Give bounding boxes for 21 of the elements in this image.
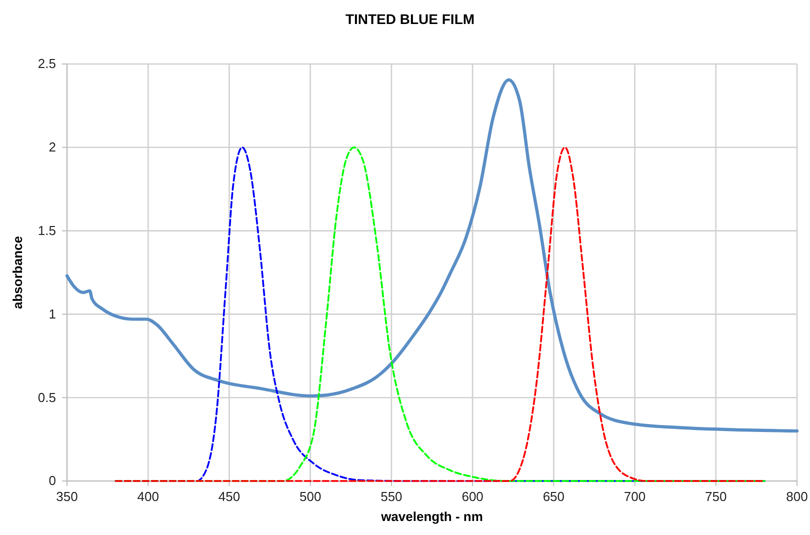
x-tick-label: 700 [624, 489, 646, 504]
y-tick-label: 2 [48, 140, 56, 155]
y-tick-label: 0.5 [38, 390, 56, 405]
line-series [114, 146, 766, 482]
chart-title: TINTED BLUE FILM [345, 11, 475, 27]
x-tick-label: 350 [56, 489, 78, 504]
y-tick-label: 1.5 [38, 222, 56, 238]
x-tick-label: 500 [299, 489, 322, 504]
x-tick-label: 750 [705, 489, 727, 504]
y-tick-label: 1 [48, 306, 56, 322]
y-tick-label: 0 [48, 473, 56, 488]
x-tick-label: 650 [542, 489, 565, 504]
x-tick-label: 600 [462, 489, 484, 504]
x-tick-label: 800 [786, 489, 808, 504]
x-tick-label: 550 [380, 489, 402, 504]
x-axis-title: wavelength - nm [380, 509, 483, 524]
y-tick-label: 2.5 [38, 56, 56, 72]
y-axis-title: absorbance [10, 236, 25, 309]
line-series [65, 78, 799, 433]
x-tick-label: 400 [137, 489, 159, 504]
x-tick-label: 450 [218, 489, 240, 504]
